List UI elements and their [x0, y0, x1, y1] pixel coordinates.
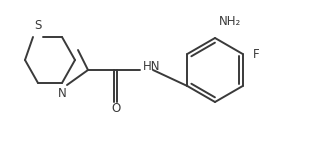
Text: O: O — [111, 102, 120, 115]
Text: S: S — [34, 19, 42, 32]
Text: NH₂: NH₂ — [219, 15, 241, 28]
Text: F: F — [253, 47, 259, 60]
Text: N: N — [58, 87, 66, 100]
Text: HN: HN — [143, 60, 161, 73]
